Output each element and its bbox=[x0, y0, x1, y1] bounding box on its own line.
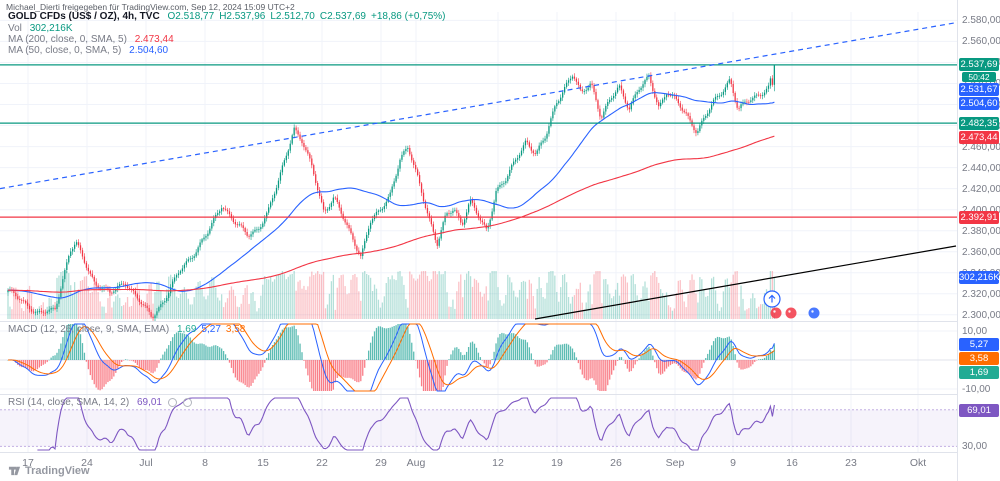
ohlc-item: L2.512,70 bbox=[270, 11, 315, 22]
axis-value-badge: 2.537,69 bbox=[959, 58, 999, 72]
symbol-legend[interactable]: GOLD CFDs (US$ / OZ), 4h, TVC O2.518,77 H… bbox=[8, 11, 446, 22]
time-tick-label: 12 bbox=[492, 457, 504, 469]
time-tick-label: Aug bbox=[406, 457, 426, 469]
time-tick-label: Jul bbox=[139, 457, 153, 469]
pane-dividers[interactable] bbox=[0, 321, 1000, 395]
time-tick-label: 17 bbox=[22, 457, 34, 469]
macd-tick-label: 10,00 bbox=[962, 326, 988, 337]
ma50-line[interactable] bbox=[8, 92, 775, 299]
price-axis[interactable]: 2.580,002.560,002.540,002.520,002.500,00… bbox=[957, 0, 1000, 481]
axis-value-badge: 2.392,91 bbox=[959, 210, 999, 224]
tradingview-logo-text: TradingView bbox=[25, 464, 90, 477]
candles bbox=[7, 64, 776, 322]
macd-legend-item: 5,27 bbox=[201, 324, 221, 335]
share-attribution: Michael_Dierti freigegeben für TradingVi… bbox=[6, 2, 295, 12]
price-tick-label: 2.440,00 bbox=[962, 162, 1000, 174]
price-tick-label: 2.300,00 bbox=[962, 309, 1000, 321]
price-tick-label: 2.380,00 bbox=[962, 225, 1000, 237]
emoji-reaction-icon[interactable] bbox=[808, 307, 820, 319]
user-drawings[interactable] bbox=[0, 21, 958, 320]
indicator-eye-icon[interactable] bbox=[167, 397, 177, 407]
emoji-reaction-icon[interactable] bbox=[770, 307, 782, 319]
time-tick-label: Okt bbox=[909, 457, 927, 469]
price-tick-label: 2.580,00 bbox=[962, 15, 1000, 27]
ohlc-values: O2.518,77 H2.537,96 L2.512,70 C2.537,69 +18,… bbox=[162, 11, 445, 22]
volume-legend[interactable]: Vol 302,216K bbox=[8, 23, 73, 34]
macd-legend[interactable]: MACD (12, 26, close, 9, SMA, EMA) 1,69 5,… bbox=[8, 324, 245, 335]
ma50-legend-value: 2.504,60 bbox=[129, 45, 169, 56]
rsi-legend-value: 69,01 bbox=[136, 397, 162, 408]
axis-value-badge: 2.531,67 bbox=[959, 83, 999, 97]
macd-legend-values: 1,69 5,27 3,58 bbox=[172, 324, 245, 335]
axis-value-badge: 2.482,35 bbox=[959, 116, 999, 130]
ohlc-item: +18,86 (+0,75%) bbox=[371, 11, 446, 22]
macd-line bbox=[7, 323, 775, 392]
grid-lines bbox=[0, 12, 957, 452]
volume-legend-value: 302,216K bbox=[29, 23, 73, 34]
ma200-legend-value: 2.473,44 bbox=[134, 34, 174, 45]
volume-legend-label: Vol bbox=[8, 23, 22, 34]
price-tick-label: 2.420,00 bbox=[962, 183, 1000, 195]
axis-value-badge: 69,01 bbox=[959, 404, 999, 418]
time-tick-label: 19 bbox=[551, 457, 563, 469]
rsi-line bbox=[37, 397, 775, 451]
time-tick-label: 26 bbox=[610, 457, 622, 469]
time-tick-label: 8 bbox=[202, 457, 208, 469]
ma200-legend-label: MA (200, close, 0, SMA, 5) bbox=[8, 34, 127, 45]
macd-legend-label: MACD (12, 26, close, 9, SMA, EMA) bbox=[8, 324, 170, 335]
volume-bars bbox=[7, 271, 776, 319]
trendline[interactable] bbox=[534, 245, 957, 320]
rsi-band bbox=[0, 409, 957, 447]
ma50-legend[interactable]: MA (50, close, 0, SMA, 5) 2.504,60 bbox=[8, 45, 168, 56]
axis-value-badge: 2.504,60 bbox=[959, 97, 999, 111]
macd-tick-label: -10,00 bbox=[962, 384, 991, 395]
alert-arrow-icon[interactable] bbox=[763, 290, 781, 308]
macd-histogram bbox=[7, 324, 776, 391]
symbol-title: GOLD CFDs (US$ / OZ), 4h, TVC bbox=[8, 11, 160, 22]
axis-value-badge: 3,58 bbox=[959, 352, 999, 366]
macd-legend-item: 1,69 bbox=[176, 324, 197, 335]
price-tick-label: 2.460,00 bbox=[962, 141, 1000, 153]
time-tick-label: 23 bbox=[845, 457, 857, 469]
axis-value-badge: 2.473,44 bbox=[959, 130, 999, 144]
ma200-line[interactable] bbox=[8, 135, 775, 293]
axis-value-badge: 1,69 bbox=[959, 366, 999, 380]
rsi-legend[interactable]: RSI (14, close, SMA, 14, 2) 69,01 bbox=[8, 397, 192, 408]
price-tick-label: 2.320,00 bbox=[962, 288, 1000, 300]
time-tick-label: 9 bbox=[730, 457, 736, 469]
time-tick-label: 15 bbox=[257, 457, 269, 469]
rsi-tick-label: 30,00 bbox=[962, 441, 988, 453]
time-tick-label: 24 bbox=[81, 457, 93, 469]
axis-value-badge: 302,216K bbox=[959, 270, 1000, 284]
ohlc-item: H2.537,96 bbox=[219, 11, 266, 22]
indicator-settings-icon[interactable] bbox=[182, 397, 192, 407]
ma50-legend-label: MA (50, close, 0, SMA, 5) bbox=[8, 45, 122, 56]
ohlc-item: O2.518,77 bbox=[167, 11, 215, 22]
price-tick-label: 2.560,00 bbox=[962, 36, 1000, 48]
price-tick-label: 2.400,00 bbox=[962, 205, 1000, 216]
time-tick-label: 22 bbox=[316, 457, 328, 469]
macd-legend-item: 3,58 bbox=[225, 324, 246, 335]
price-tick-label: 2.360,00 bbox=[962, 246, 1000, 258]
bar-countdown-badge: 50:42 bbox=[962, 72, 996, 83]
emoji-reaction-icon[interactable] bbox=[785, 307, 797, 319]
time-tick-label: 16 bbox=[786, 457, 798, 469]
time-tick-label: Sep bbox=[665, 457, 685, 469]
tradingview-logo[interactable]: TradingView bbox=[8, 464, 90, 477]
rsi-legend-label: RSI (14, close, SMA, 14, 2) bbox=[8, 397, 130, 408]
tradingview-logo-icon bbox=[8, 466, 21, 476]
ohlc-item: C2.537,69 bbox=[319, 11, 366, 22]
time-tick-label: 29 bbox=[375, 457, 387, 469]
axis-value-badge: 5,27 bbox=[959, 338, 999, 352]
ma200-legend[interactable]: MA (200, close, 0, SMA, 5) 2.473,44 bbox=[8, 34, 174, 45]
macd-signal-line bbox=[8, 323, 775, 392]
time-axis[interactable]: 17 24 Jul 8 15 22 29 Aug 12 19 26 Sep 9 16 23 Okt bbox=[0, 452, 957, 481]
